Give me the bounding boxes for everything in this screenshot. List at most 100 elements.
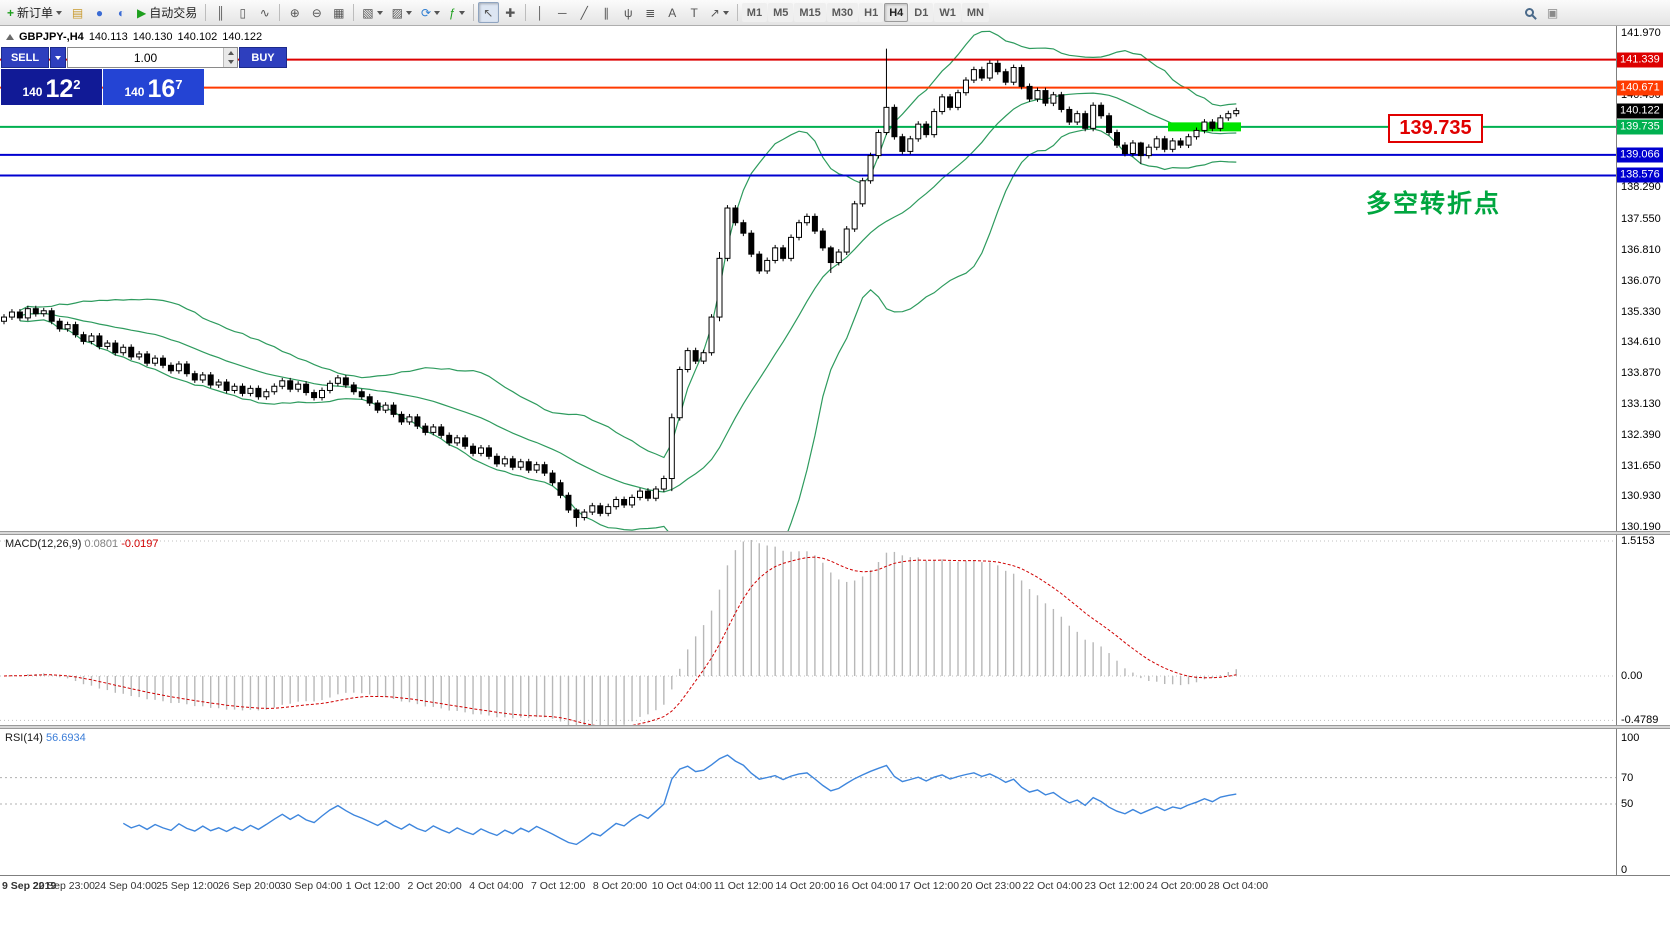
sell-price-big: 12 (45, 75, 74, 103)
macd-label: MACD(12,26,9) 0.0801 -0.0197 (5, 538, 159, 550)
pitchfork-icon[interactable]: ψ (618, 2, 639, 23)
profiles-icon[interactable]: ▨ (388, 2, 416, 23)
one-click-collapse-icon[interactable] (6, 34, 14, 40)
candlestick-series (1, 48, 1240, 527)
rsi-axis-label: 50 (1621, 798, 1634, 810)
new-order-button[interactable]: + 新订单 (3, 2, 66, 23)
chevron-down-icon (722, 10, 729, 15)
ohlc-close: 140.122 (222, 31, 263, 43)
line-chart-icon[interactable]: ∿ (254, 2, 275, 23)
horizontal-line-icon: ─ (557, 5, 567, 20)
price-annotation-box[interactable]: 139.735 (1388, 114, 1483, 143)
navigator-icon[interactable]: ◐ (111, 2, 132, 23)
label-icon[interactable]: T (684, 2, 705, 23)
trade-panel-header: SELL BUY (1, 47, 287, 68)
market-watch-icon[interactable]: ● (89, 2, 110, 23)
buy-button[interactable]: BUY (239, 47, 287, 68)
toolbar-icons: + 新订单 ▤ ● ◐ ▶ 自动交易 ║ ▯ ∿ ⊕ ⊖ ▦ ▧ ▨ ⟳ ƒ ↖ ✚ │ ─ ╱ ∥ ψ ≣ A T ↗ (3, 2, 741, 23)
text-icon[interactable]: A (662, 2, 683, 23)
vertical-line-icon[interactable]: │ (530, 2, 551, 23)
timeframe-m1[interactable]: M1 (741, 3, 768, 22)
price-axis-label: 135.330 (1621, 305, 1661, 318)
chevron-down-icon (405, 10, 412, 15)
timeframe-h1[interactable]: H1 (859, 3, 884, 22)
macd-signal-value: -0.0197 (121, 538, 159, 550)
timeframe-bar: M1 M5 M15 M30 H1 H4 D1 W1 MN (741, 3, 989, 22)
main-chart-panel: GBPJPY-,H4 140.113 140.130 140.102 140.1… (0, 26, 1670, 531)
volume-decrease-button[interactable] (224, 57, 237, 67)
charts-window-icon[interactable]: ▤ (67, 2, 88, 23)
chevron-down-icon (458, 10, 465, 15)
arrows-icon[interactable]: ↗ (706, 2, 733, 23)
trendline-icon[interactable]: ╱ (574, 2, 595, 23)
auto-trading-button-label: 自动交易 (149, 6, 198, 20)
chevron-down-icon (227, 60, 234, 65)
bar-chart-icon[interactable]: ║ (210, 2, 231, 23)
price-axis-flag[interactable]: 138.576 (1617, 167, 1663, 183)
channel-icon[interactable]: ∥ (596, 2, 617, 23)
symbol-ohlc: GBPJPY-,H4 140.113 140.130 140.102 140.1… (6, 31, 262, 43)
macd-name: MACD(12,26,9) (5, 538, 82, 550)
sell-price-small: 140 (22, 85, 43, 99)
tile-windows-icon[interactable]: ▦ (328, 2, 349, 23)
order-type-dropdown[interactable] (50, 47, 66, 68)
time-axis[interactable]: 9 Sep 2019 22 Sep 23:00 24 Sep 04:00 25 Sep… (0, 875, 1670, 951)
macd-main-value: 0.0801 (84, 538, 119, 550)
macd-svg[interactable] (0, 535, 1616, 725)
trendline-icon: ╱ (580, 5, 588, 20)
panel-splitter[interactable] (0, 531, 1670, 535)
time-axis-label: 14 Oct 20:00 (775, 880, 836, 892)
toolbar-right-icons: ▣ (1519, 2, 1563, 23)
data-window-icon: ▣ (1546, 5, 1559, 20)
chevron-down-icon (55, 55, 61, 60)
volume-increase-button[interactable] (224, 48, 237, 58)
timeframe-mn[interactable]: MN (961, 3, 989, 22)
timeframe-w1[interactable]: W1 (934, 3, 961, 22)
data-window-icon[interactable]: ▣ (1542, 2, 1563, 23)
charts-window-icon: ▤ (71, 5, 84, 20)
rsi-svg[interactable] (0, 729, 1616, 875)
new-chart-icon[interactable]: ▧ (358, 2, 386, 23)
label-icon: T (690, 5, 698, 20)
price-axis-flag[interactable]: 139.735 (1617, 119, 1663, 135)
panel-splitter[interactable] (0, 725, 1670, 729)
price-axis-flag[interactable]: 139.066 (1617, 147, 1663, 163)
period-icon: ⟳ (420, 5, 432, 20)
search-icon[interactable] (1519, 2, 1540, 23)
volume-input[interactable] (68, 48, 223, 67)
price-axis-flag[interactable]: 141.339 (1617, 52, 1663, 68)
timeframe-h4[interactable]: H4 (884, 3, 909, 22)
zoom-out-icon[interactable]: ⊖ (306, 2, 327, 23)
auto-trading-button[interactable]: ▶ 自动交易 (133, 2, 201, 23)
horizontal-line-icon[interactable]: ─ (552, 2, 573, 23)
time-axis-label: 16 Oct 04:00 (837, 880, 898, 892)
zoom-in-icon[interactable]: ⊕ (284, 2, 305, 23)
main-chart-svg[interactable] (0, 26, 1616, 531)
price-axis-label: 130.190 (1621, 521, 1661, 531)
price-axis-label: 132.390 (1621, 428, 1661, 441)
sell-button[interactable]: SELL (1, 47, 49, 68)
sell-price-button[interactable]: 140 12 2 (1, 69, 102, 105)
indicators-icon[interactable]: ƒ (445, 2, 469, 23)
crosshair-icon[interactable]: ✚ (500, 2, 521, 23)
timeframe-m5[interactable]: M5 (768, 3, 794, 22)
price-axis-flag[interactable]: 140.671 (1617, 80, 1663, 96)
toolbar-separator (524, 4, 526, 21)
buy-price-button[interactable]: 140 16 7 (103, 69, 204, 105)
fibonacci-icon: ≣ (645, 5, 656, 20)
ohlc-open: 140.113 (88, 31, 128, 43)
time-axis-label: 25 Sep 12:00 (156, 880, 219, 892)
volume-input-wrap (67, 47, 238, 68)
timeframe-d1[interactable]: D1 (909, 3, 934, 22)
chevron-down-icon (434, 10, 441, 15)
period-icon[interactable]: ⟳ (417, 2, 444, 23)
fibonacci-icon[interactable]: ≣ (640, 2, 661, 23)
auto-trading-icon: ▶ (137, 5, 147, 20)
buy-price-sup: 7 (175, 77, 183, 92)
candlestick-chart-icon[interactable]: ▯ (232, 2, 253, 23)
cursor-icon[interactable]: ↖ (477, 2, 499, 23)
timeframe-m15[interactable]: M15 (794, 3, 826, 22)
arrows-icon: ↗ (709, 5, 720, 20)
pitchfork-icon: ψ (623, 5, 633, 20)
timeframe-m30[interactable]: M30 (826, 3, 859, 22)
